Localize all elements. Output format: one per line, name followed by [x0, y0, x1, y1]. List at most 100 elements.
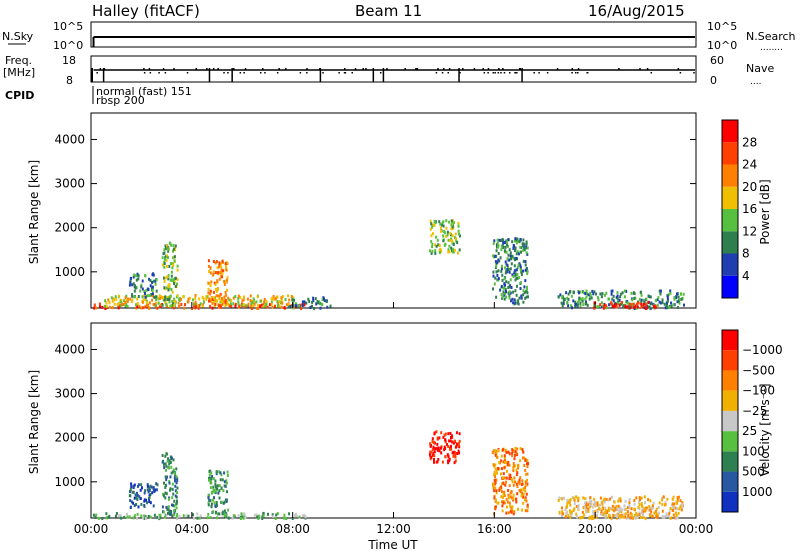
power-cell	[265, 299, 268, 303]
power-cell	[247, 302, 250, 306]
power-cell	[105, 304, 108, 308]
power-cell	[511, 254, 514, 258]
beam-title: Beam 11	[355, 2, 422, 20]
velocity-cell	[241, 515, 244, 519]
power-cell	[195, 302, 198, 306]
power-cell	[430, 222, 433, 226]
power-cell	[596, 296, 599, 299]
power-cell	[683, 303, 685, 307]
power-cell	[589, 291, 592, 295]
velocity-cell	[440, 446, 442, 450]
velocity-cell	[506, 463, 509, 467]
power-cell	[645, 297, 648, 301]
power-cell	[207, 291, 210, 295]
velocity-cell	[675, 513, 678, 517]
power-cell	[183, 306, 186, 310]
velocity-cell	[526, 509, 529, 513]
velocity-cell	[523, 498, 526, 502]
power-cell	[319, 301, 322, 305]
power-cell	[492, 242, 495, 246]
power-cell	[169, 241, 172, 245]
velocity-cell	[653, 511, 656, 515]
velocity-cell	[558, 510, 561, 514]
power-cell	[170, 270, 173, 274]
power-cell	[452, 250, 455, 254]
nave-dot	[415, 68, 417, 70]
velocity-cell	[581, 510, 584, 514]
velocity-cell	[573, 498, 576, 502]
power-cell	[144, 274, 147, 278]
power-cell	[194, 306, 197, 310]
power-cell	[246, 297, 249, 301]
velocity-cell	[605, 497, 608, 501]
power-cell	[493, 239, 496, 243]
velocity-cell	[455, 431, 458, 435]
velocity-cell	[178, 514, 181, 518]
power-cell	[523, 285, 526, 289]
velocity-cell	[169, 475, 172, 479]
nave-dot	[212, 68, 215, 70]
power-cell	[312, 299, 315, 303]
velocity-cell	[633, 513, 636, 517]
velocity-cell	[501, 490, 503, 494]
power-cell	[503, 285, 506, 289]
power-cell	[496, 261, 499, 265]
power-cell	[502, 241, 505, 245]
power-cell	[294, 304, 297, 308]
power-cell	[164, 257, 166, 261]
velocity-cell	[615, 504, 618, 508]
velocity-cell	[158, 516, 161, 519]
velocity-cell	[161, 454, 164, 457]
power-cell	[509, 278, 512, 282]
power-cell	[134, 295, 136, 299]
velocity-cell	[673, 502, 676, 506]
power-cell	[151, 292, 154, 296]
velocity-cell	[623, 512, 626, 516]
power-cell	[515, 256, 518, 260]
velocity-cell	[148, 495, 151, 499]
power-cell	[191, 307, 194, 310]
power-cell	[101, 305, 104, 309]
velocity-cell	[135, 516, 138, 520]
power-cell	[152, 272, 155, 276]
power-cell	[654, 306, 657, 310]
velocity-cell	[443, 433, 446, 437]
velocity-cell	[593, 512, 595, 516]
power-cell	[224, 298, 227, 302]
velocity-cell	[262, 514, 265, 518]
power-cell	[561, 295, 563, 299]
power-cell	[278, 300, 281, 304]
velocity-cell	[596, 513, 598, 517]
power-cell	[308, 299, 311, 303]
velocity-cell	[632, 515, 635, 519]
velocity-cell	[165, 478, 168, 482]
power-cell	[232, 302, 235, 306]
velocity-cell	[244, 515, 247, 519]
power-cell	[155, 298, 158, 302]
power-cell	[166, 298, 169, 301]
velocity-cell	[584, 501, 587, 505]
velocity-cell	[454, 445, 457, 449]
velocity-cell	[175, 506, 178, 510]
velocity-cell	[619, 506, 622, 510]
velocity-cell	[164, 496, 167, 500]
power-cell	[155, 289, 158, 293]
power-cell	[211, 306, 214, 310]
velocity-cell	[495, 455, 498, 459]
power-cell	[237, 296, 240, 300]
velocity-cell	[217, 491, 220, 495]
velocity-cell	[603, 500, 606, 504]
velocity-cell	[498, 488, 501, 492]
power-cell	[126, 304, 129, 308]
power-cell	[215, 294, 218, 298]
power-cell	[562, 302, 565, 306]
velocity-cell	[440, 431, 443, 435]
power-cell	[173, 299, 176, 303]
power-cell	[517, 299, 520, 303]
velocity-cell	[641, 513, 644, 517]
velocity-cell	[665, 512, 668, 516]
power-cell	[610, 289, 613, 293]
velocity-cell	[492, 483, 495, 487]
power-cell	[225, 278, 228, 282]
power-cell	[159, 295, 162, 298]
